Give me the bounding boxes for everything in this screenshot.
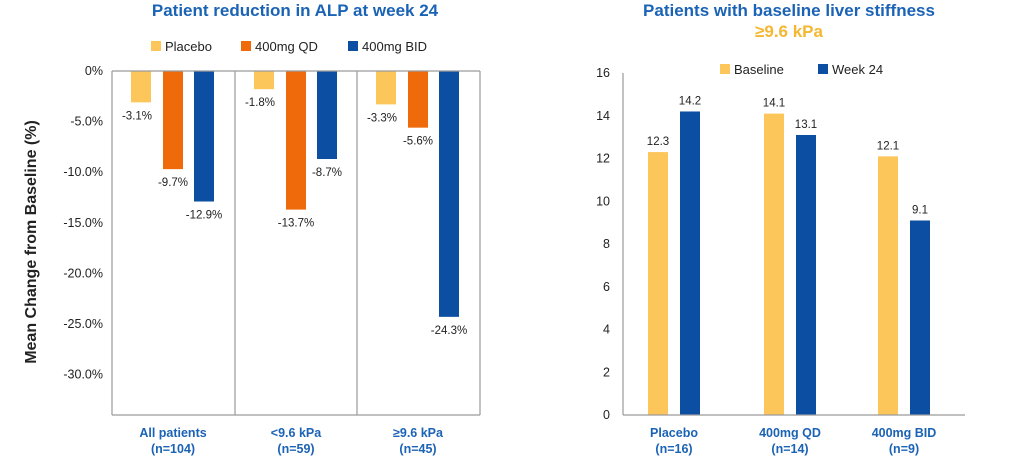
- alp-ytick: -10.0%: [63, 165, 103, 179]
- stiffness-data-labels: 12.3 14.2 14.1 13.1 12.1 9.1: [647, 95, 928, 216]
- alp-category-sublabel: (n=59): [277, 442, 314, 456]
- alp-legend: Placebo 400mg QD 400mg BID: [151, 39, 427, 54]
- stiffness-category-sublabel: (n=14): [771, 442, 808, 456]
- data-label-week-24-400mg-qd: 13.1: [795, 119, 817, 131]
- bar-baseline-400mg-qd: [764, 113, 784, 416]
- data-label-400mg-qd-under-9-6-kpa: -13.7%: [278, 218, 314, 230]
- alp-y-ticks: 0% -5.0% -10.0% -15.0% -20.0% -25.0% -30…: [63, 64, 103, 382]
- alp-ytick: -25.0%: [63, 317, 103, 331]
- legend-label-baseline: Baseline: [734, 62, 784, 77]
- bar-400mg-bid-over-9-6-kpa: [439, 71, 459, 317]
- data-label-400mg-qd-all-patients: -9.7%: [158, 177, 188, 189]
- bar-400mg-qd-over-9-6-kpa: [408, 71, 428, 128]
- alp-categories: All patients (n=104) <9.6 kPa (n=59) ≥9.…: [139, 426, 444, 456]
- stiffness-ytick: 2: [603, 365, 610, 379]
- stiffness-chart-subtitle: ≥9.6 kPa: [755, 22, 823, 41]
- stiffness-ytick: 0: [603, 408, 610, 422]
- data-label-400mg-qd-over-9-6-kpa: -5.6%: [403, 136, 433, 148]
- legend-swatch-400mg-qd: [241, 41, 251, 51]
- stiffness-ytick: 12: [596, 152, 610, 166]
- stiffness-ytick: 16: [596, 66, 610, 80]
- data-label-baseline-400mg-qd: 14.1: [763, 98, 785, 110]
- data-label-400mg-bid-over-9-6-kpa: -24.3%: [431, 325, 467, 337]
- data-label-baseline-400mg-bid: 12.1: [877, 140, 899, 152]
- alp-ytick: -15.0%: [63, 216, 103, 230]
- alp-ytick: -5.0%: [70, 115, 103, 129]
- alp-category-sublabel: (n=45): [399, 442, 436, 456]
- alp-category-label: ≥9.6 kPa: [393, 426, 444, 440]
- bar-400mg-qd-under-9-6-kpa: [286, 71, 306, 210]
- alp-ytick: 0%: [85, 64, 103, 78]
- bar-placebo-all-patients: [131, 71, 151, 103]
- stiffness-ytick: 4: [603, 323, 610, 337]
- data-label-placebo-over-9-6-kpa: -3.3%: [367, 112, 397, 124]
- data-label-placebo-under-9-6-kpa: -1.8%: [245, 97, 275, 109]
- legend-label-400mg-bid: 400mg BID: [362, 39, 427, 54]
- legend-swatch-baseline: [720, 64, 730, 74]
- bar-week-24-placebo: [680, 111, 700, 415]
- bar-placebo-under-9-6-kpa: [254, 71, 274, 90]
- stiffness-ytick: 6: [603, 280, 610, 294]
- stiffness-y-ticks: 0 2 4 6 8 10 12 14 16: [596, 66, 610, 422]
- legend-swatch-week-24: [818, 64, 828, 74]
- stiffness-category-sublabel: (n=9): [889, 442, 919, 456]
- alp-category-sublabel: (n=104): [151, 442, 195, 456]
- stiffness-category-label: 400mg BID: [872, 426, 937, 440]
- bar-baseline-400mg-bid: [878, 156, 898, 416]
- data-label-baseline-placebo: 12.3: [647, 136, 669, 148]
- stiffness-legend: Baseline Week 24: [720, 62, 883, 77]
- stiffness-chart: Patients with baseline liver stiffness ≥…: [596, 1, 965, 456]
- stiffness-bars: [648, 111, 930, 416]
- stiffness-ytick: 8: [603, 237, 610, 251]
- bar-400mg-qd-all-patients: [163, 71, 183, 170]
- bar-400mg-bid-all-patients: [194, 71, 214, 202]
- alp-y-axis-label: Mean Change from Baseline (%): [23, 120, 40, 364]
- alp-chart-title: Patient reduction in ALP at week 24: [152, 1, 439, 20]
- legend-label-week-24: Week 24: [832, 62, 883, 77]
- alp-category-label: All patients: [139, 426, 206, 440]
- alp-data-labels: -3.1% -9.7% -12.9% -1.8% -13.7% -8.7% -3…: [122, 97, 467, 337]
- stiffness-category-sublabel: (n=16): [655, 442, 692, 456]
- stiffness-categories: Placebo (n=16) 400mg QD (n=14) 400mg BID…: [650, 426, 936, 456]
- alp-chart: Patient reduction in ALP at week 24 Plac…: [23, 1, 481, 456]
- bar-week-24-400mg-qd: [796, 134, 816, 416]
- legend-label-400mg-qd: 400mg QD: [255, 39, 318, 54]
- stiffness-category-label: 400mg QD: [759, 426, 821, 440]
- legend-swatch-400mg-bid: [348, 41, 358, 51]
- alp-bars: [131, 71, 459, 317]
- legend-label-placebo: Placebo: [165, 39, 212, 54]
- bar-400mg-bid-under-9-6-kpa: [317, 71, 337, 160]
- data-label-400mg-bid-all-patients: -12.9%: [186, 210, 222, 222]
- alp-ytick: -20.0%: [63, 266, 103, 280]
- alp-category-label: <9.6 kPa: [271, 426, 322, 440]
- legend-swatch-placebo: [151, 41, 161, 51]
- data-label-week-24-400mg-bid: 9.1: [912, 204, 928, 216]
- stiffness-ytick: 14: [596, 109, 610, 123]
- alp-axes: [111, 70, 481, 416]
- alp-ytick: -30.0%: [63, 368, 103, 382]
- stiffness-category-label: Placebo: [650, 426, 698, 440]
- bar-placebo-over-9-6-kpa: [376, 71, 396, 105]
- data-label-placebo-all-patients: -3.1%: [122, 110, 152, 122]
- data-label-400mg-bid-under-9-6-kpa: -8.7%: [312, 167, 342, 179]
- stiffness-chart-title: Patients with baseline liver stiffness: [643, 1, 935, 20]
- stiffness-ytick: 10: [596, 194, 610, 208]
- bar-baseline-placebo: [648, 152, 668, 415]
- data-label-week-24-placebo: 14.2: [679, 95, 701, 107]
- bar-week-24-400mg-bid: [910, 220, 930, 415]
- stiffness-axes: [622, 73, 965, 416]
